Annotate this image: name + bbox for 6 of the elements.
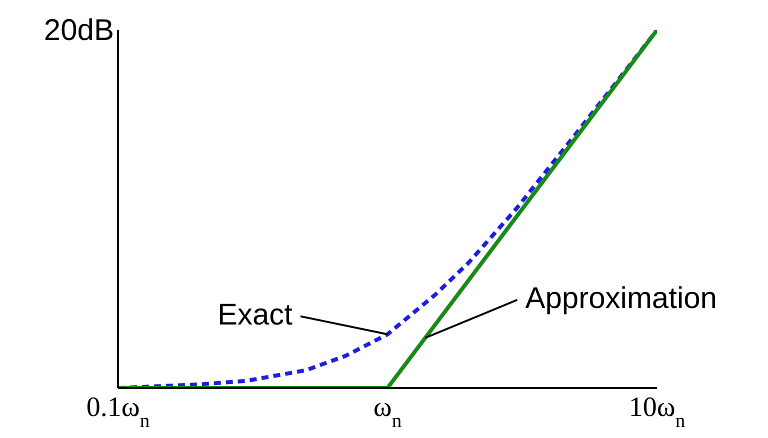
x-tick-label: ω$_{n}$: [373, 392, 402, 432]
y-axis-title: 20dB: [44, 14, 114, 47]
x-tick-label: 0.1ω$_{n}$: [86, 392, 150, 432]
x-tick-label: 10ω$_{n}$: [628, 392, 686, 432]
series-label: Exact: [217, 298, 294, 332]
series-label: Approximation: [525, 282, 717, 315]
